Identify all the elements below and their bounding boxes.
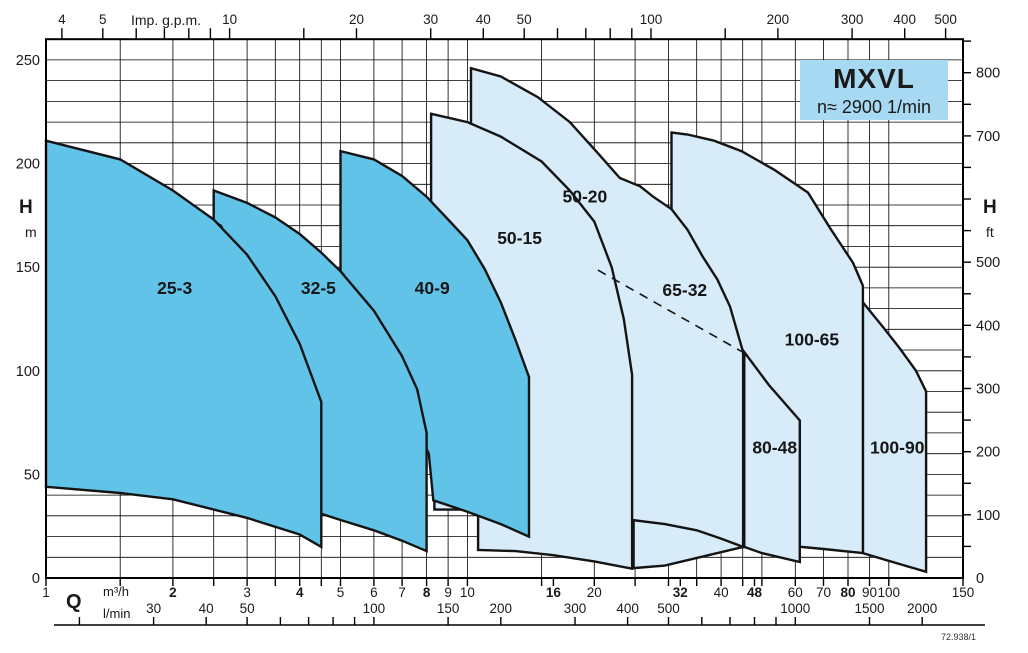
axis-tick-label: 30 <box>146 601 161 616</box>
axis-tick-label: 2 <box>169 585 177 600</box>
axis-tick-label: 4 <box>58 12 66 27</box>
axis-tick-label: 10 <box>222 12 237 27</box>
axis-tick-label: 400 <box>976 318 1000 334</box>
axis-tick-label: 50 <box>517 12 532 27</box>
axis-tick-label: 500 <box>934 12 957 27</box>
axis-tick-label: 0 <box>32 571 40 587</box>
flow-unit-lmin: l/min <box>103 606 131 621</box>
left-axis-unit: m <box>25 224 37 240</box>
axis-tick-label: 500 <box>976 255 1000 271</box>
envelope-label-50-15: 50-15 <box>497 228 542 248</box>
axis-tick-label: 50 <box>240 601 255 616</box>
rotation-speed: n≈ 2900 1/min <box>817 96 931 117</box>
axis-tick-label: 300 <box>564 601 587 616</box>
axis-tick-label: 3 <box>243 585 251 600</box>
axis-tick-label: 7 <box>398 585 406 600</box>
envelope-label-25-3: 25-3 <box>157 278 192 298</box>
left-axis-symbol: H <box>19 197 33 218</box>
envelope-label-50-20: 50-20 <box>563 187 608 207</box>
axis-tick-label: 300 <box>841 12 864 27</box>
axis-tick-label: 700 <box>976 129 1000 145</box>
axis-tick-label: 6 <box>370 585 378 600</box>
axis-tick-label: 400 <box>616 601 639 616</box>
axis-tick-label: 5 <box>99 12 107 27</box>
axis-tick-label: 16 <box>546 585 562 600</box>
axis-tick-label: 5 <box>337 585 345 600</box>
axis-tick-label: 0 <box>976 571 984 587</box>
axis-tick-label: 80 <box>840 585 855 600</box>
axis-tick-label: 40 <box>476 12 491 27</box>
reference-number: 72.938/1 <box>941 632 977 642</box>
axis-tick-label: 20 <box>587 585 602 600</box>
envelope-label-100-90: 100-90 <box>870 437 925 457</box>
axis-tick-label: 1500 <box>854 601 884 616</box>
envelope-label-65-32: 65-32 <box>662 280 707 300</box>
envelope-label-80-48: 80-48 <box>752 437 797 457</box>
flow-axis-symbol: Q <box>66 591 82 613</box>
axis-tick-label: 60 <box>788 585 803 600</box>
axis-tick-label: 200 <box>976 445 1000 461</box>
envelope-label-40-9: 40-9 <box>415 278 450 298</box>
top-axis-unit: Imp. g.p.m. <box>131 12 202 28</box>
axis-tick-label: 300 <box>976 382 1000 398</box>
right-axis-unit: ft <box>986 224 994 240</box>
dashed-divider-line <box>597 269 744 353</box>
axis-tick-label: 1000 <box>780 601 810 616</box>
axis-tick-label: 200 <box>490 601 513 616</box>
axis-tick-label: 200 <box>16 157 40 173</box>
axis-tick-label: 30 <box>423 12 438 27</box>
axis-tick-label: 150 <box>16 260 40 276</box>
axis-tick-label: 100 <box>16 364 40 380</box>
right-axis-symbol: H <box>983 197 997 218</box>
axis-tick-label: 150 <box>437 601 460 616</box>
axis-tick-label: 100 <box>640 12 663 27</box>
axis-tick-label: 200 <box>767 12 790 27</box>
axis-tick-label: 8 <box>423 585 431 600</box>
flow-unit-m3h: m³/h <box>103 584 129 599</box>
axis-tick-label: 150 <box>952 585 975 600</box>
axis-tick-label: 70 <box>816 585 831 600</box>
axis-tick-label: 1 <box>42 585 50 600</box>
axis-tick-label: 100 <box>363 601 386 616</box>
axis-tick-label: 250 <box>16 53 40 69</box>
axis-tick-label: 500 <box>657 601 680 616</box>
axis-tick-label: 90 <box>862 585 877 600</box>
axis-tick-label: 40 <box>199 601 214 616</box>
axis-tick-label: 9 <box>444 585 452 600</box>
axis-tick-label: 800 <box>976 66 1000 82</box>
model-name: MXVL <box>833 62 915 94</box>
axis-tick-label: 32 <box>673 585 688 600</box>
envelope-label-32-5: 32-5 <box>301 278 336 298</box>
plot-border <box>45 38 964 579</box>
envelope-25-3 <box>44 139 323 549</box>
axis-tick-label: 48 <box>747 585 763 600</box>
axis-tick-label: 10 <box>460 585 475 600</box>
envelope-100-90 <box>861 299 928 574</box>
axis-tick-label: 100 <box>878 585 901 600</box>
title-box: MXVL n≈ 2900 1/min <box>800 60 948 120</box>
axis-tick-label: 50 <box>24 467 40 483</box>
axis-tick-label: 40 <box>714 585 729 600</box>
envelope-40-9 <box>339 149 531 539</box>
axis-tick-label: 100 <box>976 508 1000 524</box>
axis-tick-label: 2000 <box>907 601 937 616</box>
axis-tick-label: 20 <box>349 12 364 27</box>
envelope-label-100-65: 100-65 <box>785 330 840 350</box>
axis-tick-label: 400 <box>893 12 916 27</box>
axis-tick-label: 4 <box>296 585 304 600</box>
